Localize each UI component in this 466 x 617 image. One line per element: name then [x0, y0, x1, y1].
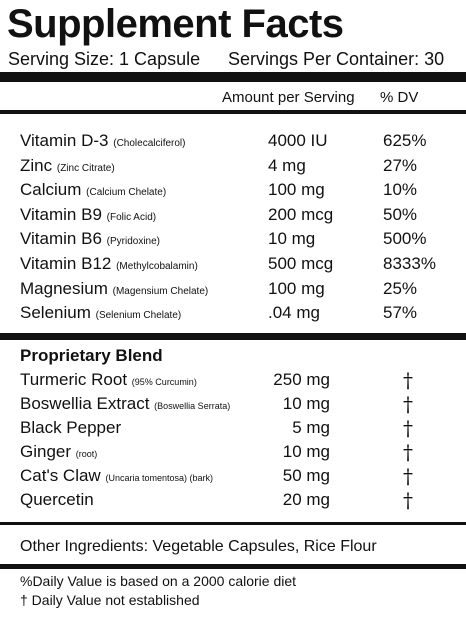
- item-name: Ginger (root): [20, 443, 97, 460]
- item-dv: †: [403, 392, 413, 416]
- item-note: (Calcium Chelate): [86, 187, 167, 199]
- item-amount: 50 mg: [282, 466, 330, 485]
- item-name: Vitamin B6 (Pyridoxine): [20, 230, 160, 247]
- item-dv: 27%: [383, 155, 418, 175]
- item-note: (Magensium Chelate): [112, 285, 209, 297]
- item-name: Magnesium (Magensium Chelate): [20, 280, 208, 297]
- item-label: Vitamin D-3: [20, 131, 109, 150]
- item-label: Cat's Claw: [20, 466, 101, 485]
- item-amount: 20 mg: [282, 490, 330, 509]
- title: Supplement Facts: [7, 2, 344, 46]
- item-note: (95% Curcumin): [131, 377, 197, 387]
- blend-title: Proprietary Blend: [20, 346, 163, 365]
- rule: [0, 72, 466, 82]
- item-note: (Selenium Chelate): [95, 310, 182, 322]
- item-name: Vitamin B9 (Folic Acid): [20, 206, 156, 223]
- item-dv: 50%: [383, 204, 418, 224]
- item-label: Black Pepper: [20, 418, 122, 437]
- servings-per-container: Servings Per Container: 30: [228, 49, 445, 69]
- footnote: %Daily Value is based on a 2000 calorie …: [20, 573, 297, 589]
- item-label: Selenium: [20, 303, 91, 323]
- item-amount: 10 mg: [282, 442, 330, 461]
- item-name: Vitamin D-3 (Cholecalciferol): [20, 132, 185, 149]
- item-name: Quercetin: [20, 491, 94, 508]
- item-label: Turmeric Root: [20, 370, 128, 389]
- item-dv: 25%: [383, 278, 418, 298]
- item-dv: †: [403, 368, 413, 392]
- item-label: Vitamin B9: [20, 204, 102, 224]
- item-name: Zinc (Zinc Citrate): [20, 157, 115, 174]
- item-note: (Methylcobalamin): [116, 261, 198, 272]
- item-amount: 200 mcg: [268, 204, 334, 224]
- item-label: Magnesium: [20, 278, 108, 298]
- column-header: Amount per Serving: [222, 89, 355, 106]
- item-dv: †: [403, 488, 413, 512]
- item-dv: 10%: [383, 180, 418, 200]
- item-label: Zinc: [20, 155, 53, 175]
- item-name: Calcium (Calcium Chelate): [20, 181, 166, 198]
- item-dv: †: [403, 464, 413, 488]
- item-label: Ginger: [20, 442, 72, 461]
- rule: [0, 333, 466, 340]
- item-amount: 10 mg: [282, 394, 330, 413]
- rule: [0, 522, 466, 525]
- item-amount: .04 mg: [268, 303, 320, 323]
- item-label: Quercetin: [20, 490, 94, 509]
- item-label: Boswellia Extract: [20, 394, 150, 413]
- item-amount: 100 mg: [268, 278, 325, 298]
- item-amount: 4 mg: [268, 155, 306, 175]
- item-name: Vitamin B12 (Methylcobalamin): [20, 255, 198, 272]
- item-name: Cat's Claw (Uncaria tomentosa) (bark): [20, 467, 213, 484]
- item-dv: †: [403, 416, 413, 440]
- item-dv: 57%: [383, 303, 418, 323]
- item-note: (Cholecalciferol): [113, 138, 186, 149]
- item-dv: 8333%: [383, 254, 436, 273]
- item-amount: 5 mg: [292, 418, 330, 437]
- item-label: Vitamin B12: [20, 254, 112, 273]
- column-header: % DV: [380, 89, 419, 106]
- item-amount: 4000 IU: [268, 131, 328, 150]
- item-name: Selenium (Selenium Chelate): [20, 304, 181, 321]
- rule: [0, 564, 466, 569]
- item-dv: †: [403, 440, 413, 464]
- item-note: (Pyridoxine): [106, 236, 160, 248]
- footnote: † Daily Value not established: [20, 592, 200, 608]
- item-note: (Boswellia Serrata): [154, 401, 231, 411]
- item-name: Black Pepper: [20, 419, 121, 436]
- item-amount: 250 mg: [273, 370, 330, 389]
- item-dv: 625%: [383, 131, 427, 150]
- item-label: Vitamin B6: [20, 229, 102, 249]
- serving-size: Serving Size: 1 Capsule: [8, 49, 201, 69]
- item-amount: 10 mg: [268, 229, 316, 249]
- item-note: (Uncaria tomentosa) (bark): [105, 473, 213, 483]
- item-note: (root): [75, 449, 98, 459]
- item-name: Turmeric Root (95% Curcumin): [20, 371, 197, 388]
- item-amount: 500 mcg: [268, 254, 334, 273]
- item-dv: 500%: [383, 229, 427, 249]
- item-note: (Zinc Citrate): [56, 162, 115, 174]
- item-amount: 100 mg: [268, 180, 325, 200]
- item-name: Boswellia Extract (Boswellia Serrata): [20, 395, 230, 412]
- item-note: (Folic Acid): [106, 211, 157, 223]
- rule: [0, 110, 466, 114]
- other-ingredients: Other Ingredients: Vegetable Capsules, R…: [20, 538, 377, 555]
- item-label: Calcium: [20, 180, 82, 200]
